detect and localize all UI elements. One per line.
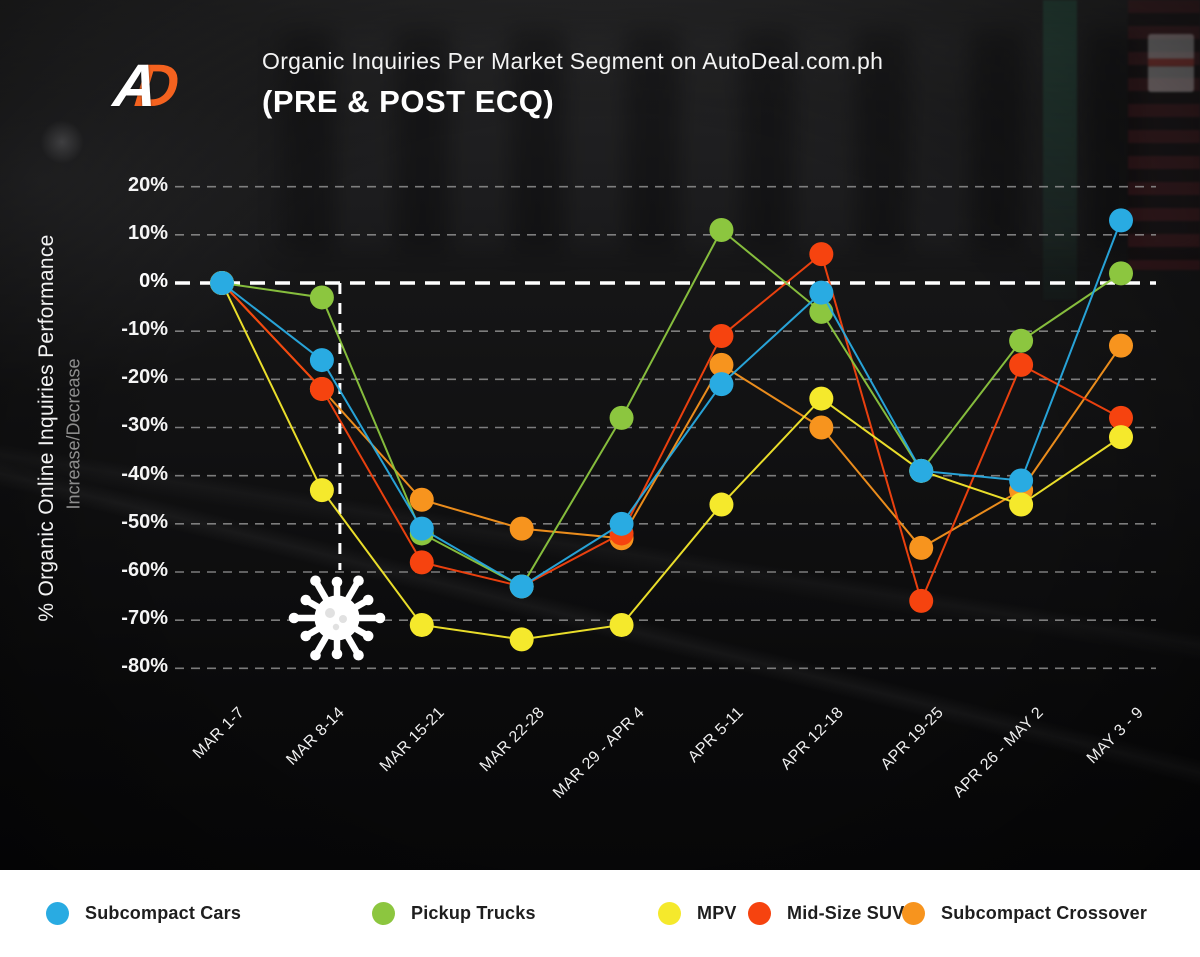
y-tick-label: -30% <box>121 414 168 437</box>
virus-spike-tip <box>300 630 312 642</box>
data-point <box>509 516 534 541</box>
data-point <box>1109 405 1133 430</box>
legend-label: Mid-Size SUV <box>787 903 905 923</box>
data-point <box>709 372 734 397</box>
data-point <box>909 535 934 560</box>
virus-spike-tip <box>331 576 343 588</box>
data-point <box>1109 208 1133 233</box>
virus-hole <box>339 615 347 623</box>
virus-icon <box>288 575 386 661</box>
data-point <box>1009 468 1034 493</box>
chart-subtitle: (PRE & POST ECQ) <box>262 84 555 119</box>
virus-spike-tip <box>362 630 374 642</box>
data-point <box>909 458 934 483</box>
photo-background <box>0 0 1200 870</box>
data-point <box>409 612 434 637</box>
series-line-subcompact-cars <box>221 220 1122 588</box>
legend-item: MPV <box>658 870 737 957</box>
virus-spike-tip <box>331 648 343 660</box>
legend-label: MPV <box>697 903 737 923</box>
virus-spike-tip <box>310 575 321 587</box>
virus-spike-tip <box>362 594 374 606</box>
legend: Subcompact Cars Pickup Trucks MPV Mid-Size … <box>0 870 1200 957</box>
data-point <box>1109 261 1133 286</box>
y-tick-label: 0% <box>139 270 168 292</box>
virus-spike-tip <box>353 649 364 661</box>
data-point <box>609 405 634 430</box>
data-point <box>709 492 734 517</box>
data-point <box>409 550 434 575</box>
y-tick-label: -20% <box>121 366 168 389</box>
legend-color-dot <box>658 902 681 925</box>
legend-color-dot <box>902 902 925 925</box>
data-point <box>1009 352 1034 377</box>
data-point <box>309 285 334 310</box>
data-point <box>809 415 834 440</box>
data-point <box>509 627 534 652</box>
y-tick-label: -40% <box>121 462 168 485</box>
data-point <box>909 588 934 613</box>
legend-item: Pickup Trucks <box>372 870 536 957</box>
virus-spike-tip <box>300 594 312 606</box>
legend-color-dot <box>46 902 69 925</box>
y-tick-label: -50% <box>121 510 168 533</box>
data-point <box>609 612 634 637</box>
legend-item: Subcompact Cars <box>46 870 241 957</box>
y-tick-label: -60% <box>121 558 168 581</box>
data-point <box>609 511 634 536</box>
legend-color-dot <box>748 902 771 925</box>
virus-body <box>314 595 360 641</box>
virus-hole <box>332 623 340 631</box>
legend-item: Mid-Size SUV <box>748 870 904 957</box>
legend-item: Subcompact Crossover <box>902 870 1147 957</box>
virus-hole <box>325 608 335 618</box>
data-point <box>809 386 834 411</box>
legend-label: Subcompact Crossover <box>941 903 1148 923</box>
series-line-pickup-trucks <box>221 228 1122 588</box>
data-point <box>809 242 834 267</box>
virus-spike-tip <box>310 649 321 661</box>
data-point <box>509 574 534 599</box>
data-point <box>709 323 734 348</box>
y-tick-label: 10% <box>127 221 168 244</box>
data-point <box>809 299 834 324</box>
vignette <box>0 0 1200 870</box>
virus-spike-tip <box>288 612 300 624</box>
y-tick-label: 20% <box>127 173 168 196</box>
data-point <box>1009 328 1034 353</box>
data-point <box>709 352 734 377</box>
data-point <box>309 376 334 401</box>
legend-label: Pickup Trucks <box>411 903 536 923</box>
data-point <box>709 218 734 243</box>
data-point <box>809 280 834 305</box>
legend-color-dot <box>372 902 395 925</box>
data-point <box>210 271 234 295</box>
line-chart <box>175 185 1156 670</box>
data-point <box>409 516 434 541</box>
y-tick-label: -70% <box>121 607 168 630</box>
virus-spike-tip <box>374 612 386 624</box>
data-point <box>309 478 334 503</box>
data-point <box>1009 492 1034 517</box>
data-point <box>1109 333 1133 358</box>
y-tick-label: -80% <box>121 655 168 678</box>
chart-title: Organic Inquiries Per Market Segment on … <box>262 48 884 74</box>
data-point <box>1109 425 1133 450</box>
legend-label: Subcompact Cars <box>85 903 242 923</box>
data-point <box>309 348 334 373</box>
series-line-mpv <box>221 282 1122 641</box>
virus-spike-tip <box>353 575 364 587</box>
series-line-mid-size-suv <box>221 252 1122 604</box>
data-point <box>409 487 434 512</box>
y-tick-label: -10% <box>121 318 168 341</box>
